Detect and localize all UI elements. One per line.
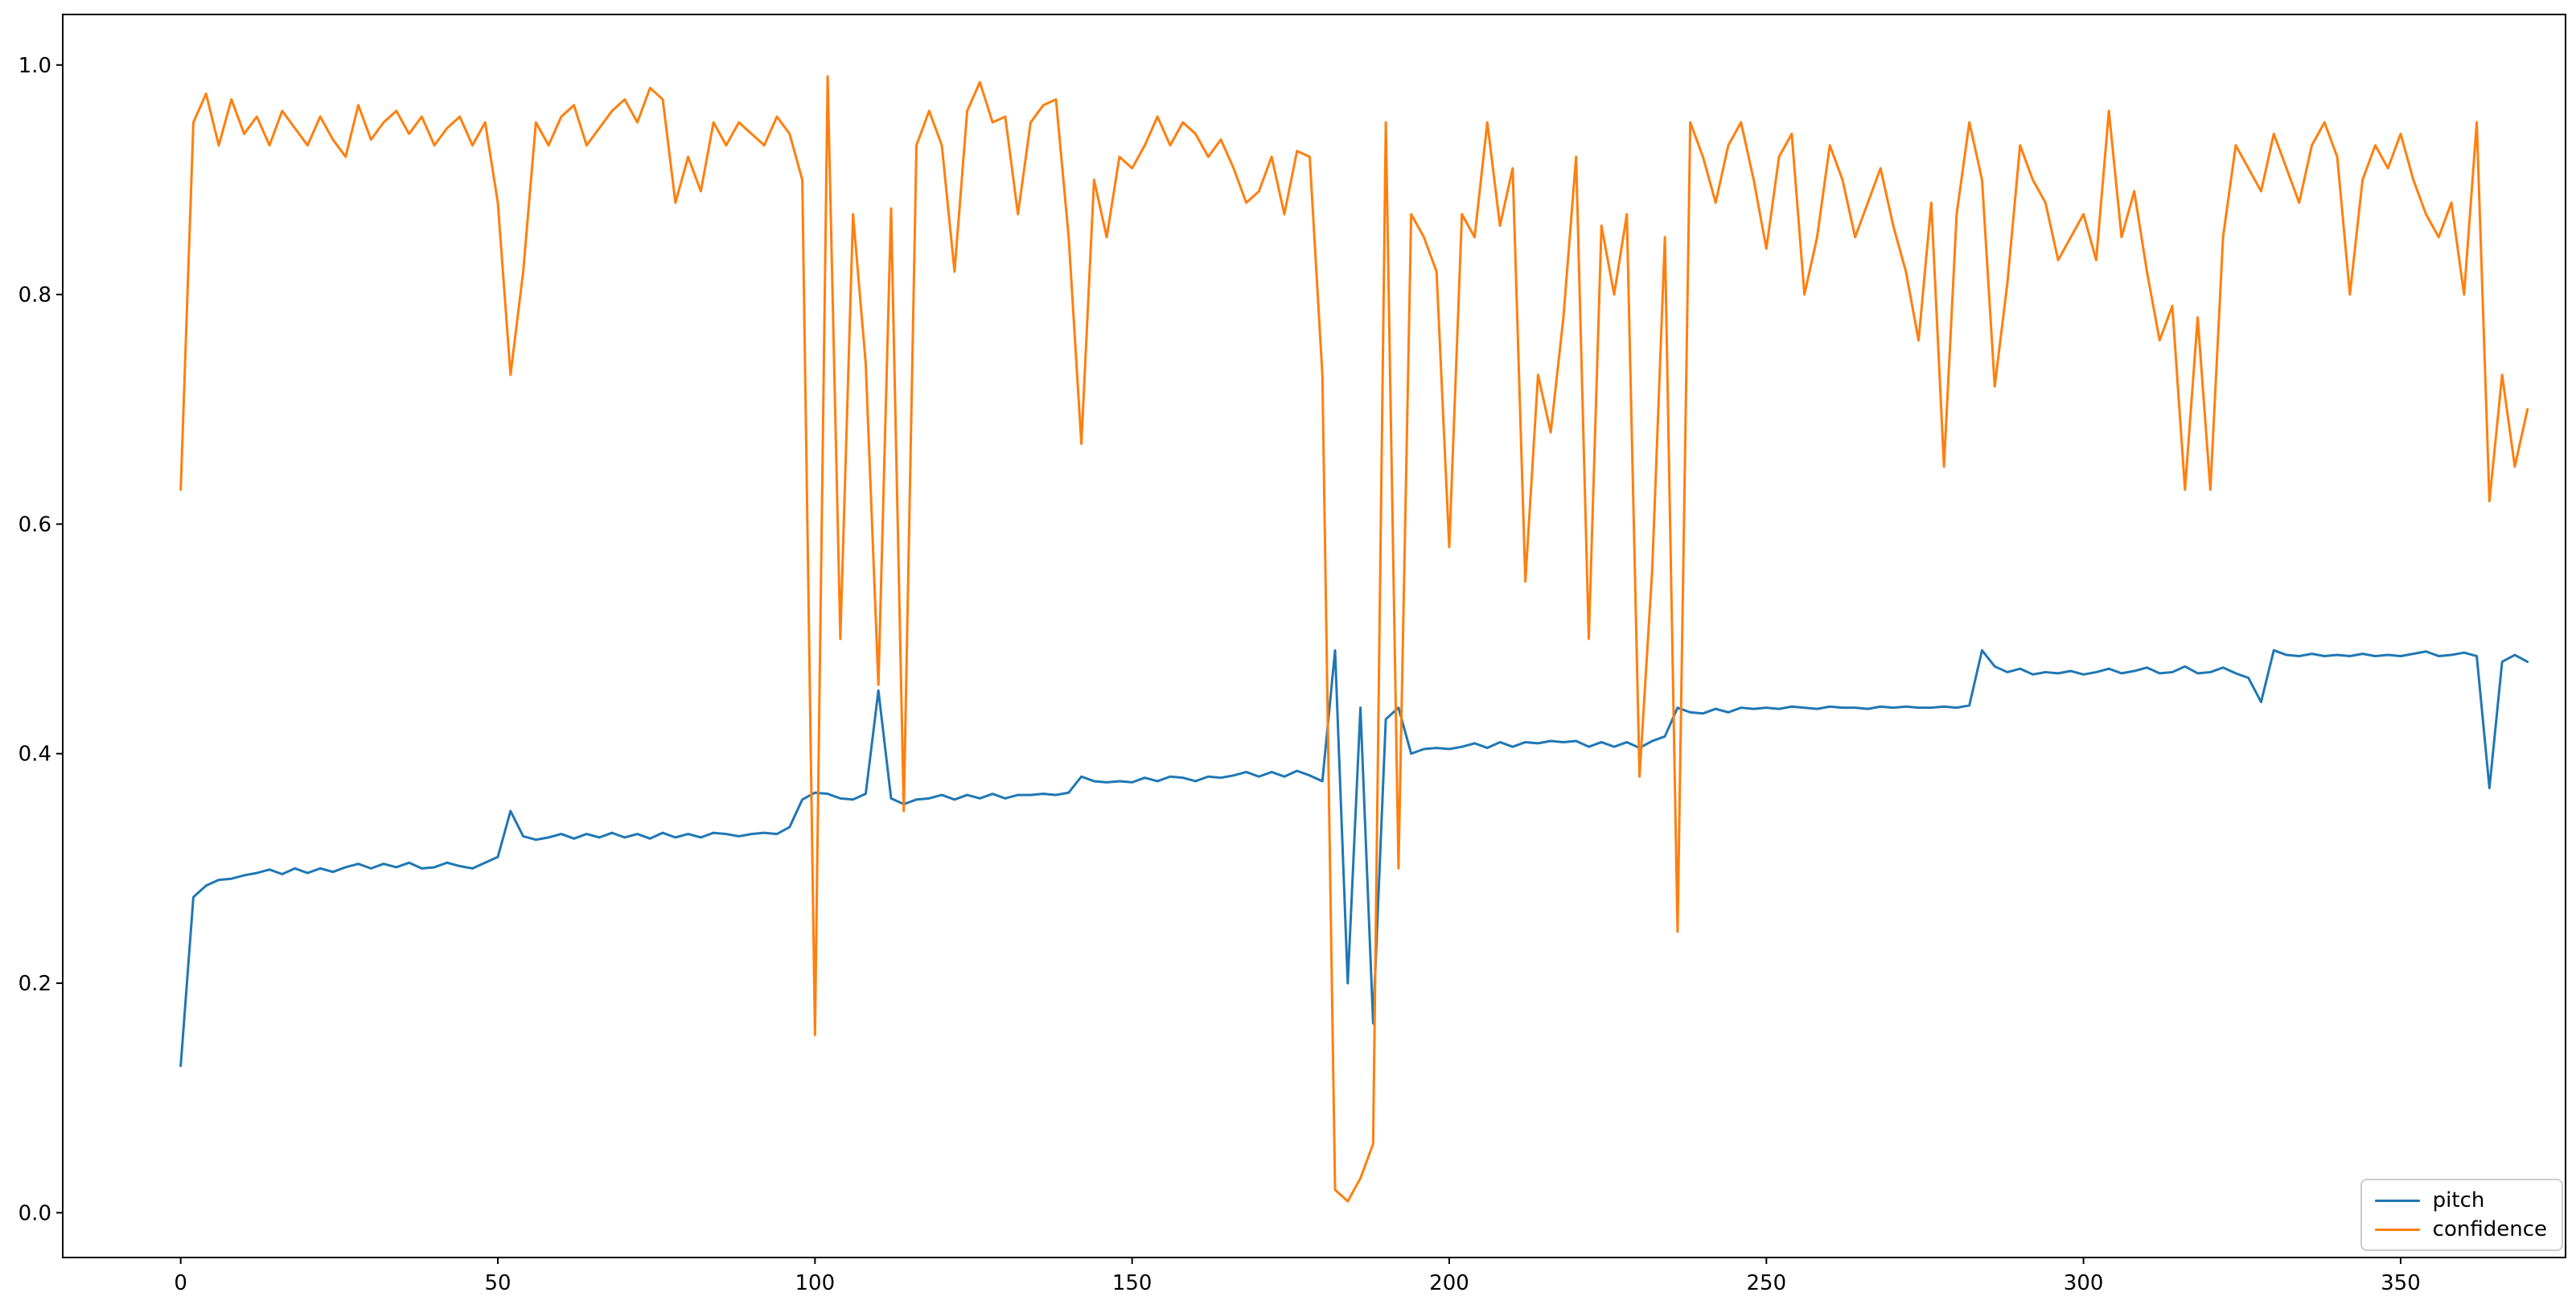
series-line-pitch bbox=[179, 648, 2529, 1068]
x-tick-label: 150 bbox=[1112, 1271, 1152, 1295]
y-tick-label: 0.2 bbox=[18, 972, 51, 996]
x-tick-label: 200 bbox=[1429, 1271, 1469, 1295]
y-tick-label: 0.4 bbox=[18, 743, 51, 767]
y-tick-label: 0.6 bbox=[18, 512, 51, 537]
y-tick-label: 0.8 bbox=[18, 283, 51, 307]
x-tick-label: 50 bbox=[484, 1271, 511, 1295]
legend-line-swatch-pitch bbox=[2374, 1199, 2420, 1202]
y-tick-label: 0.0 bbox=[18, 1201, 51, 1225]
plot-area bbox=[62, 14, 2566, 1258]
x-tick-label: 0 bbox=[174, 1271, 187, 1295]
x-tick-label: 300 bbox=[2064, 1271, 2104, 1295]
legend: pitch confidence bbox=[2360, 1179, 2563, 1251]
x-tick-label: 100 bbox=[795, 1271, 836, 1295]
legend-label-pitch: pitch bbox=[2432, 1188, 2485, 1212]
x-tick-label: 250 bbox=[1746, 1271, 1786, 1295]
legend-entry-confidence: confidence bbox=[2374, 1217, 2547, 1241]
x-tick-label: 350 bbox=[2381, 1271, 2421, 1295]
legend-label-confidence: confidence bbox=[2432, 1217, 2547, 1241]
legend-entry-pitch: pitch bbox=[2374, 1188, 2547, 1212]
y-tick-label: 1.0 bbox=[18, 54, 51, 78]
legend-line-swatch-confidence bbox=[2374, 1228, 2420, 1231]
series-line-confidence bbox=[179, 75, 2529, 1203]
